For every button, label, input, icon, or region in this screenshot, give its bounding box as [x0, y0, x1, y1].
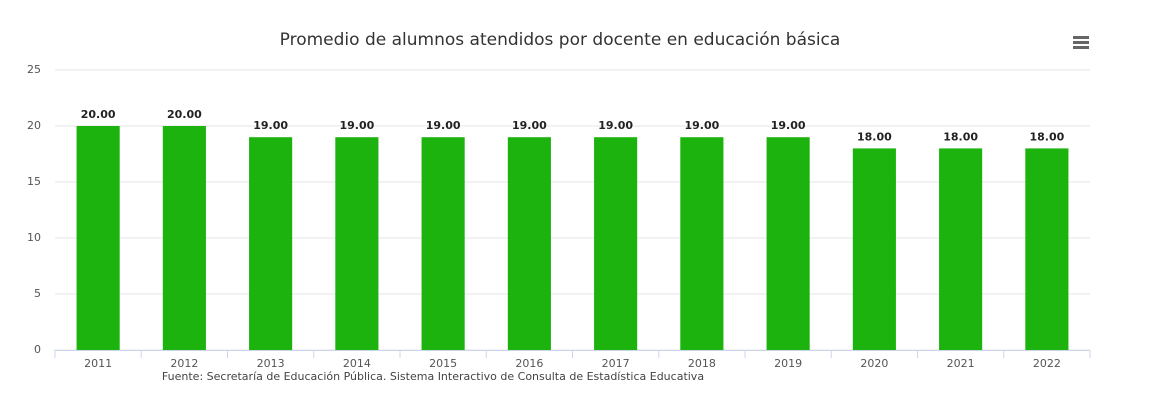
bar [939, 148, 983, 350]
value-label: 20.00 [81, 108, 116, 121]
y-tick-label: 10 [27, 231, 41, 244]
bar [507, 137, 551, 350]
x-tick-label: 2019 [774, 357, 802, 370]
value-label: 19.00 [339, 119, 374, 132]
bar [421, 137, 465, 350]
value-label: 18.00 [857, 130, 892, 143]
bar [594, 137, 638, 350]
y-tick-label: 0 [34, 343, 41, 356]
bar [76, 126, 120, 350]
x-tick-label: 2016 [515, 357, 543, 370]
source-note: Fuente: Secretaría de Educación Pública.… [162, 370, 704, 383]
bar [335, 137, 379, 350]
value-label: 19.00 [771, 119, 806, 132]
x-tick-label: 2011 [84, 357, 112, 370]
x-tick-label: 2015 [429, 357, 457, 370]
value-label: 19.00 [684, 119, 719, 132]
bar [162, 126, 206, 350]
value-label: 19.00 [512, 119, 547, 132]
value-label: 18.00 [1029, 130, 1064, 143]
menu-icon-line[interactable] [1073, 36, 1089, 39]
y-tick-label: 25 [27, 63, 41, 76]
x-tick-label: 2013 [257, 357, 285, 370]
x-tick-label: 2012 [170, 357, 198, 370]
bar [766, 137, 810, 350]
menu-icon-line[interactable] [1073, 41, 1089, 44]
y-tick-label: 5 [34, 287, 41, 300]
value-label: 20.00 [167, 108, 202, 121]
x-tick-label: 2021 [947, 357, 975, 370]
x-tick-label: 2022 [1033, 357, 1061, 370]
x-tick-label: 2014 [343, 357, 371, 370]
bar [852, 148, 896, 350]
x-tick-label: 2018 [688, 357, 716, 370]
bar [680, 137, 724, 350]
y-tick-label: 15 [27, 175, 41, 188]
value-label: 19.00 [598, 119, 633, 132]
y-tick-label: 20 [27, 119, 41, 132]
bar [249, 137, 293, 350]
chart-title: Promedio de alumnos atendidos por docent… [280, 30, 841, 50]
x-tick-label: 2017 [602, 357, 630, 370]
menu-button[interactable] [1066, 30, 1096, 54]
x-tick-label: 2020 [860, 357, 888, 370]
menu-icon-line[interactable] [1073, 46, 1089, 49]
value-label: 19.00 [253, 119, 288, 132]
value-label: 18.00 [943, 130, 978, 143]
bar [1025, 148, 1069, 350]
value-label: 19.00 [426, 119, 461, 132]
